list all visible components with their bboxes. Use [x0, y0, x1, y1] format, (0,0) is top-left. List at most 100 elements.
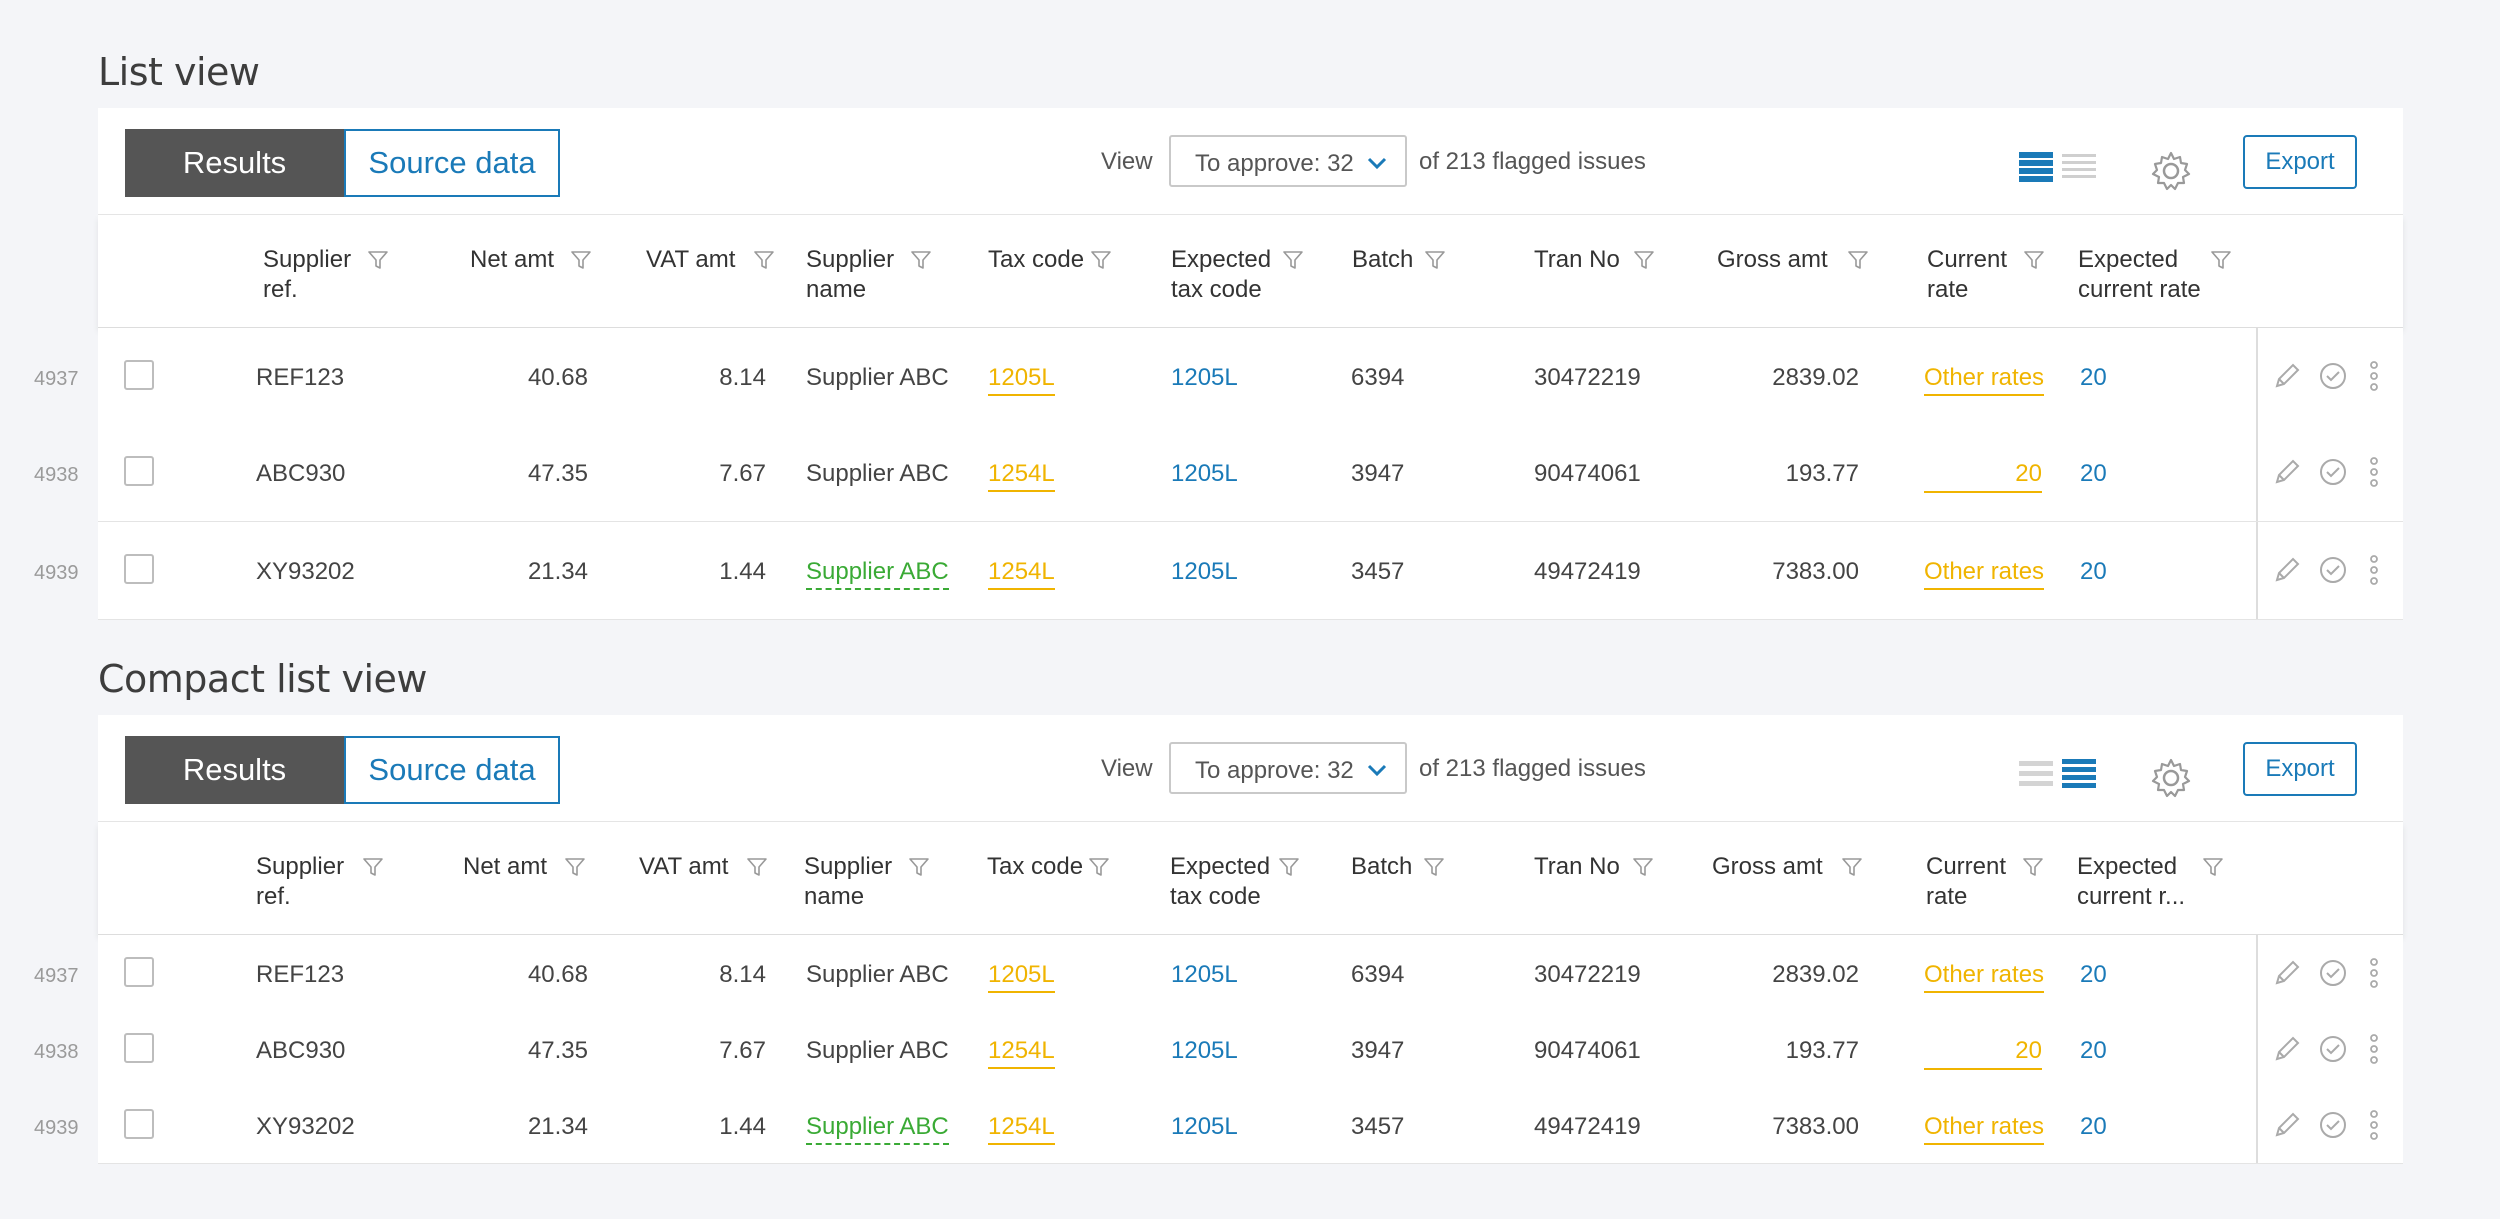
filter-icon[interactable] [1090, 249, 1112, 271]
supplier-name-cell[interactable]: Supplier ABC [806, 1037, 949, 1064]
filter-icon[interactable] [2210, 249, 2232, 271]
current-rate-cell[interactable]: Other rates [1924, 364, 2045, 396]
more-vertical-icon[interactable] [2358, 360, 2390, 392]
column-header-gross-amt[interactable]: Gross amt [1712, 852, 1823, 882]
filter-icon[interactable] [1278, 856, 1300, 878]
column-header-supplier-name[interactable]: Supplier name [806, 245, 894, 305]
current-rate-cell[interactable]: Other rates [1924, 961, 2045, 993]
pencil-icon[interactable] [2271, 360, 2303, 392]
filter-icon[interactable] [1423, 856, 1445, 878]
view-select[interactable]: To approve: 32 [1169, 135, 1407, 187]
filter-icon[interactable] [1633, 249, 1655, 271]
supplier-name-cell[interactable]: Supplier ABC [806, 364, 949, 391]
tax-code-cell[interactable]: 1205L [988, 961, 1055, 993]
column-header-tran-no[interactable]: Tran No [1534, 852, 1620, 882]
pencil-icon[interactable] [2271, 1033, 2303, 1065]
check-circle-icon[interactable] [2317, 1109, 2349, 1141]
pencil-icon[interactable] [2271, 456, 2303, 488]
more-vertical-icon[interactable] [2358, 957, 2390, 989]
supplier-name-cell[interactable]: Supplier ABC [806, 961, 949, 988]
check-circle-icon[interactable] [2317, 554, 2349, 586]
filter-icon[interactable] [908, 856, 930, 878]
column-header-net-amt[interactable]: Net amt [463, 852, 547, 882]
tax-code-cell[interactable]: 1254L [988, 1113, 1055, 1145]
gear-icon[interactable] [2150, 757, 2192, 799]
compact-view-icon[interactable] [2062, 152, 2096, 182]
column-header-expected-current-rate[interactable]: Expected current r... [2077, 852, 2185, 912]
column-header-net-amt[interactable]: Net amt [470, 245, 554, 275]
view-select[interactable]: To approve: 32 [1169, 742, 1407, 794]
row-checkbox[interactable] [124, 360, 154, 390]
tab-results[interactable]: Results [125, 736, 344, 804]
row-checkbox[interactable] [124, 957, 154, 987]
column-header-expected-tax-code[interactable]: Expected tax code [1170, 852, 1270, 912]
filter-icon[interactable] [1847, 249, 1869, 271]
filter-icon[interactable] [1424, 249, 1446, 271]
export-button[interactable]: Export [2243, 135, 2357, 189]
list-view-icon[interactable] [2019, 759, 2053, 789]
filter-icon[interactable] [746, 856, 768, 878]
current-rate-cell[interactable]: 20 [1924, 460, 2042, 493]
table-row[interactable]: XY93202 21.34 1.44 Supplier ABC 1254L 1205L 34… [98, 1087, 2403, 1164]
column-header-expected-tax-code[interactable]: Expected tax code [1171, 245, 1271, 305]
filter-icon[interactable] [1632, 856, 1654, 878]
column-header-gross-amt[interactable]: Gross amt [1717, 245, 1828, 275]
check-circle-icon[interactable] [2317, 957, 2349, 989]
row-checkbox[interactable] [124, 554, 154, 584]
table-row[interactable]: ABC930 47.35 7.67 Supplier ABC 1254L 1205L 394… [98, 424, 2403, 522]
check-circle-icon[interactable] [2317, 360, 2349, 392]
pencil-icon[interactable] [2271, 554, 2303, 586]
column-header-vat-amt[interactable]: VAT amt [646, 245, 735, 275]
supplier-name-cell[interactable]: Supplier ABC [806, 558, 949, 590]
current-rate-cell[interactable]: Other rates [1924, 1113, 2045, 1145]
filter-icon[interactable] [2022, 856, 2044, 878]
column-header-tran-no[interactable]: Tran No [1534, 245, 1620, 275]
column-header-supplier-ref[interactable]: Supplier ref. [256, 852, 344, 912]
tax-code-cell[interactable]: 1254L [988, 1037, 1055, 1069]
more-vertical-icon[interactable] [2358, 1109, 2390, 1141]
check-circle-icon[interactable] [2317, 1033, 2349, 1065]
column-header-vat-amt[interactable]: VAT amt [639, 852, 728, 882]
more-vertical-icon[interactable] [2358, 1033, 2390, 1065]
supplier-name-cell[interactable]: Supplier ABC [806, 1113, 949, 1145]
tax-code-cell[interactable]: 1254L [988, 558, 1055, 590]
current-rate-cell[interactable]: Other rates [1924, 558, 2045, 590]
tax-code-cell[interactable]: 1254L [988, 460, 1055, 492]
filter-icon[interactable] [910, 249, 932, 271]
column-header-batch[interactable]: Batch [1351, 852, 1412, 882]
tax-code-cell[interactable]: 1205L [988, 364, 1055, 396]
column-header-supplier-name[interactable]: Supplier name [804, 852, 892, 912]
filter-icon[interactable] [570, 249, 592, 271]
row-checkbox[interactable] [124, 1033, 154, 1063]
supplier-name-cell[interactable]: Supplier ABC [806, 460, 949, 487]
filter-icon[interactable] [362, 856, 384, 878]
column-header-tax-code[interactable]: Tax code [987, 852, 1083, 882]
table-row[interactable]: REF123 40.68 8.14 Supplier ABC 1205L 1205L 639… [98, 935, 2403, 1012]
column-header-tax-code[interactable]: Tax code [988, 245, 1084, 275]
row-checkbox[interactable] [124, 456, 154, 486]
table-row[interactable]: REF123 40.68 8.14 Supplier ABC 1205L 1205L 639… [98, 328, 2403, 426]
pencil-icon[interactable] [2271, 1109, 2303, 1141]
pencil-icon[interactable] [2271, 957, 2303, 989]
filter-icon[interactable] [1282, 249, 1304, 271]
filter-icon[interactable] [2023, 249, 2045, 271]
tab-source-data[interactable]: Source data [344, 736, 560, 804]
check-circle-icon[interactable] [2317, 456, 2349, 488]
filter-icon[interactable] [753, 249, 775, 271]
table-row[interactable]: XY93202 21.34 1.44 Supplier ABC 1254L 1205L 34… [98, 522, 2403, 620]
filter-icon[interactable] [367, 249, 389, 271]
filter-icon[interactable] [2202, 856, 2224, 878]
list-view-icon[interactable] [2019, 152, 2053, 182]
filter-icon[interactable] [564, 856, 586, 878]
column-header-current-rate[interactable]: Current rate [1926, 852, 2006, 912]
more-vertical-icon[interactable] [2358, 554, 2390, 586]
column-header-supplier-ref[interactable]: Supplier ref. [263, 245, 351, 305]
tab-source-data[interactable]: Source data [344, 129, 560, 197]
table-row[interactable]: ABC930 47.35 7.67 Supplier ABC 1254L 1205L 394… [98, 1011, 2403, 1088]
current-rate-cell[interactable]: 20 [1924, 1037, 2042, 1070]
gear-icon[interactable] [2150, 150, 2192, 192]
column-header-current-rate[interactable]: Current rate [1927, 245, 2007, 305]
row-checkbox[interactable] [124, 1109, 154, 1139]
column-header-expected-current-rate[interactable]: Expected current rate [2078, 245, 2201, 305]
export-button[interactable]: Export [2243, 742, 2357, 796]
